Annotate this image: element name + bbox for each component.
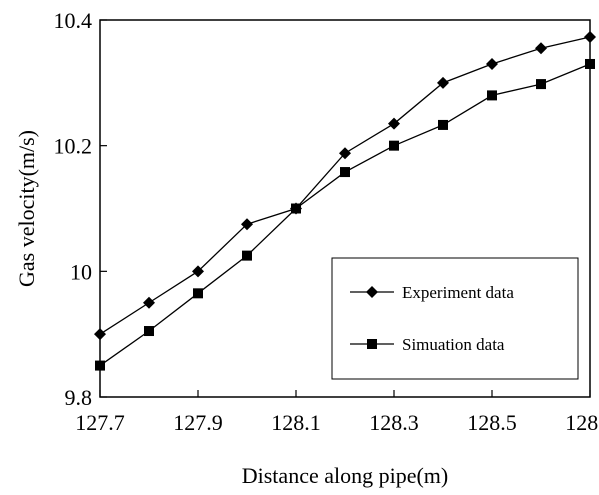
y-axis-ticks: 9.8 10 10.2 10.4 — [54, 8, 107, 410]
x-tick-label: 127.9 — [173, 410, 223, 435]
legend-items: Experiment data Simuation data — [350, 283, 514, 354]
diamond-point — [339, 147, 351, 160]
legend: Experiment data Simuation data — [331, 257, 579, 380]
x-tick-label: 128.3 — [369, 410, 419, 435]
square-point — [95, 360, 105, 371]
square-point — [487, 90, 497, 101]
legend-box — [331, 257, 579, 380]
legend-item: Simuation data — [350, 335, 505, 354]
square-point — [340, 167, 350, 178]
plot-frame — [99, 19, 591, 398]
y-axis-label: Gas velocity(m/s) — [14, 130, 39, 287]
square-point — [242, 250, 252, 261]
square-point — [438, 119, 448, 130]
square-point — [536, 79, 546, 90]
series-simulation — [95, 58, 595, 371]
y-tick-label: 10 — [70, 259, 92, 284]
x-tick-label: 128.1 — [271, 410, 321, 435]
legend-label: Simuation data — [402, 335, 505, 354]
x-tick-label: 127.7 — [75, 410, 125, 435]
legend-label: Experiment data — [402, 283, 514, 302]
square-point — [585, 58, 595, 69]
diamond-point — [94, 328, 106, 341]
square-point — [291, 203, 301, 214]
diamond-point — [486, 57, 498, 70]
y-tick-label: 10.2 — [54, 134, 93, 159]
legend-square-marker — [367, 339, 377, 349]
diamond-point — [584, 30, 596, 43]
square-point — [144, 326, 154, 337]
y-tick-label: 10.4 — [54, 8, 93, 33]
diamond-point — [437, 76, 449, 89]
x-axis-ticks: 127.7 127.9 128.1 128.3 128.5 128.7 — [75, 390, 599, 435]
square-point — [193, 288, 203, 299]
x-tick-label: 128.5 — [467, 410, 517, 435]
diamond-point — [192, 265, 204, 278]
square-point — [389, 140, 399, 151]
diamond-point — [388, 117, 400, 130]
diamond-point — [241, 218, 253, 231]
x-axis-label: Distance along pipe(m) — [242, 463, 449, 488]
x-tick-label: 128.7 — [565, 410, 599, 435]
legend-diamond-marker — [366, 286, 378, 298]
diamond-point — [535, 42, 547, 55]
series-layer — [94, 30, 596, 371]
legend-item: Experiment data — [350, 283, 514, 302]
y-tick-label: 9.8 — [65, 385, 93, 410]
diamond-point — [143, 296, 155, 309]
